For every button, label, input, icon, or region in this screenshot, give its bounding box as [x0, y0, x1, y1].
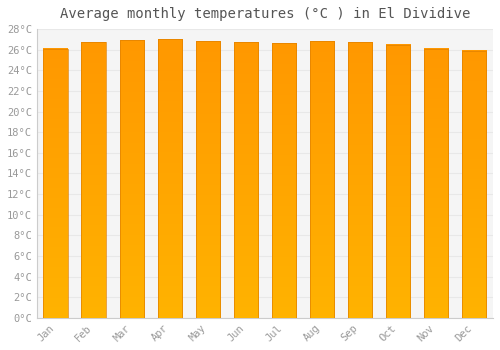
Title: Average monthly temperatures (°C ) in El Dividive: Average monthly temperatures (°C ) in El…: [60, 7, 470, 21]
Bar: [158, 39, 182, 318]
Bar: [310, 41, 334, 318]
Bar: [82, 42, 106, 318]
Bar: [82, 42, 106, 318]
Bar: [120, 40, 144, 318]
Bar: [386, 44, 410, 318]
Bar: [196, 41, 220, 318]
Bar: [44, 49, 68, 318]
Bar: [234, 42, 258, 318]
Bar: [272, 43, 296, 318]
Bar: [424, 49, 448, 318]
Bar: [462, 51, 486, 318]
Bar: [158, 39, 182, 318]
Bar: [272, 43, 296, 318]
Bar: [196, 41, 220, 318]
Bar: [120, 40, 144, 318]
Bar: [234, 42, 258, 318]
Bar: [424, 49, 448, 318]
Bar: [348, 42, 372, 318]
Bar: [462, 51, 486, 318]
Bar: [310, 41, 334, 318]
Bar: [386, 44, 410, 318]
Bar: [348, 42, 372, 318]
Bar: [44, 49, 68, 318]
